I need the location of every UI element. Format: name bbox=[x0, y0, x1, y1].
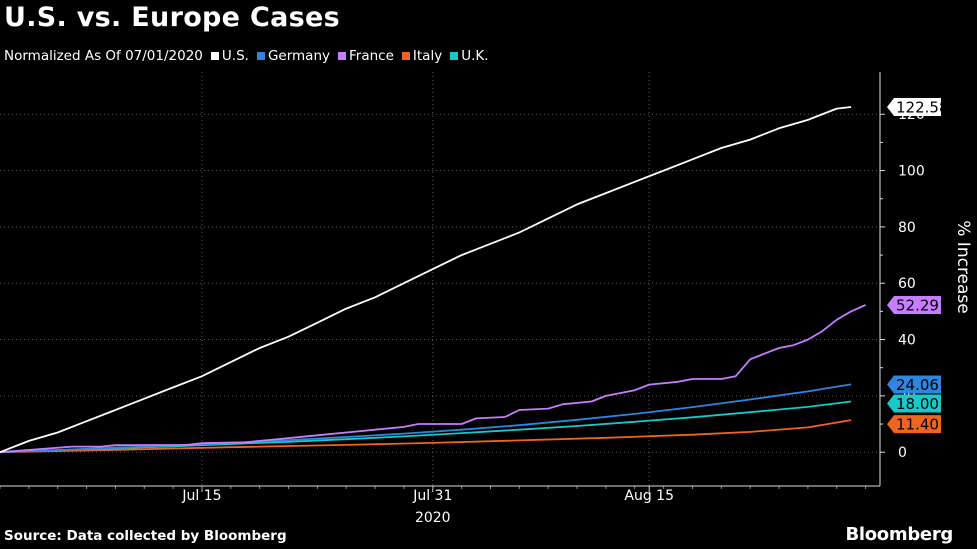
legend-swatch-us bbox=[210, 52, 219, 60]
end-tag-italy bbox=[887, 415, 941, 434]
series-line-france bbox=[0, 304, 866, 454]
series-line-germany bbox=[0, 383, 852, 454]
legend-item-italy: Italy bbox=[401, 48, 443, 64]
end-value-uk: 18.00 bbox=[896, 395, 939, 413]
y-tick-label-0: 0 bbox=[898, 445, 907, 461]
end-value-italy: 11.40 bbox=[896, 416, 939, 434]
legend-item-germany: Germany bbox=[256, 48, 330, 64]
y-tick-label-80: 80 bbox=[898, 220, 916, 236]
legend-label-italy: Italy bbox=[412, 48, 443, 64]
legend-swatch-germany bbox=[256, 52, 265, 60]
x-tick-label-aug15: Aug 15 bbox=[624, 488, 674, 504]
source-note: Source: Data collected by Bloomberg bbox=[4, 528, 287, 544]
legend-label-france: France bbox=[349, 48, 394, 64]
x-tick-label-jul31: Jul 31 bbox=[412, 488, 452, 504]
chart-title: U.S. vs. Europe Cases bbox=[4, 2, 340, 33]
legend-swatch-uk bbox=[450, 52, 459, 60]
x-axis-year-label: 2020 bbox=[415, 510, 451, 526]
series-line-us bbox=[0, 106, 852, 454]
legend-item-us: U.S. bbox=[210, 48, 249, 64]
end-tag-france bbox=[887, 295, 941, 314]
y-tick-label-100: 100 bbox=[898, 164, 925, 180]
legend-label-uk: U.K. bbox=[461, 48, 489, 64]
end-value-us: 122.58 bbox=[896, 98, 949, 116]
y-tick-label-40: 40 bbox=[898, 333, 916, 349]
legend-label-germany: Germany bbox=[267, 48, 330, 64]
series-line-italy bbox=[0, 419, 852, 454]
y-axis-title: % Increase bbox=[953, 220, 973, 314]
end-tag-uk bbox=[887, 394, 941, 413]
legend-item-uk: U.K. bbox=[450, 48, 489, 64]
legend-swatch-italy bbox=[401, 52, 410, 60]
end-value-germany: 24.06 bbox=[896, 376, 939, 394]
legend-item-france: France bbox=[338, 48, 394, 64]
end-tag-germany bbox=[887, 375, 941, 394]
legend-label-us: U.S. bbox=[221, 48, 249, 64]
bloomberg-logo: Bloomberg bbox=[845, 524, 953, 545]
end-value-france: 52.29 bbox=[896, 296, 939, 314]
legend-swatch-france bbox=[338, 52, 346, 60]
chart-subtitle: Normalized As Of 07/01/2020 bbox=[4, 48, 203, 64]
legend: Normalized As Of 07/01/2020 U.S. Germany… bbox=[4, 48, 497, 64]
x-tick-label-jul15: Jul 15 bbox=[181, 488, 221, 504]
end-tag-us bbox=[887, 97, 941, 116]
y-tick-label-60: 60 bbox=[898, 276, 916, 292]
